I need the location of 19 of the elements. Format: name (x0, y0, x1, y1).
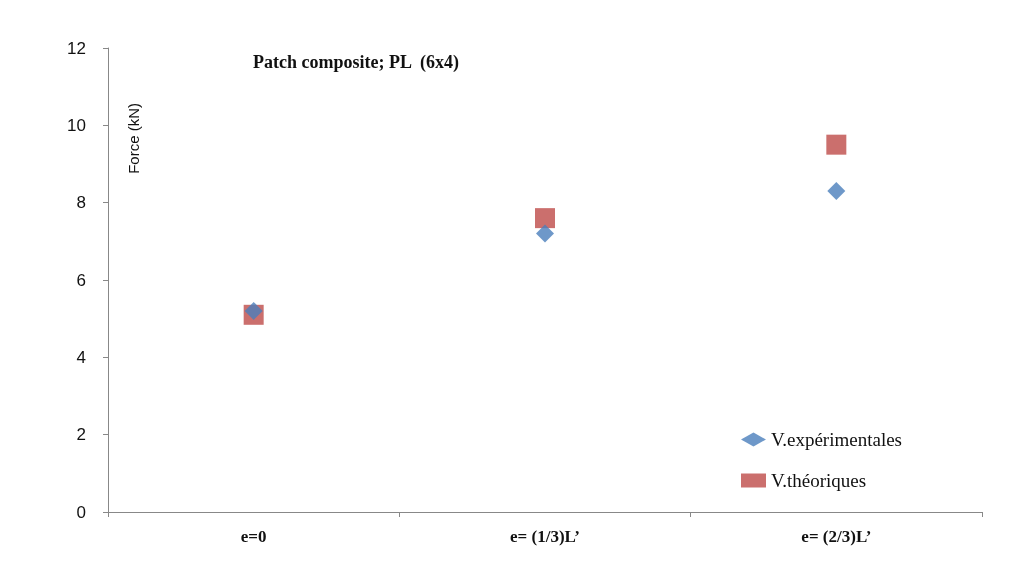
y-tick-label: 12 (67, 38, 86, 58)
x-tick-label: e=0 (240, 527, 267, 546)
legend-label: V.expérimentales (770, 429, 903, 450)
point (535, 208, 555, 229)
x-tick-label: e= (1/3)L’ (510, 527, 580, 546)
y-tick-label: 4 (76, 347, 86, 367)
point (826, 134, 847, 155)
y-tick-label: 0 (76, 502, 86, 522)
point (244, 301, 263, 320)
y-tick-label: 10 (67, 115, 86, 135)
y-tick-label: 2 (76, 425, 86, 445)
y-tick-label: 8 (76, 193, 86, 213)
point (536, 224, 554, 243)
legend-label: V.théoriques (770, 470, 867, 491)
x-tick-label: e= (2/3)L’ (801, 527, 872, 546)
chart-title: Patch composite; PL (6x4) (253, 52, 459, 73)
point (827, 182, 846, 201)
y-tick-label: 6 (76, 270, 86, 290)
y-axis-title: Force (kN) (125, 102, 142, 174)
